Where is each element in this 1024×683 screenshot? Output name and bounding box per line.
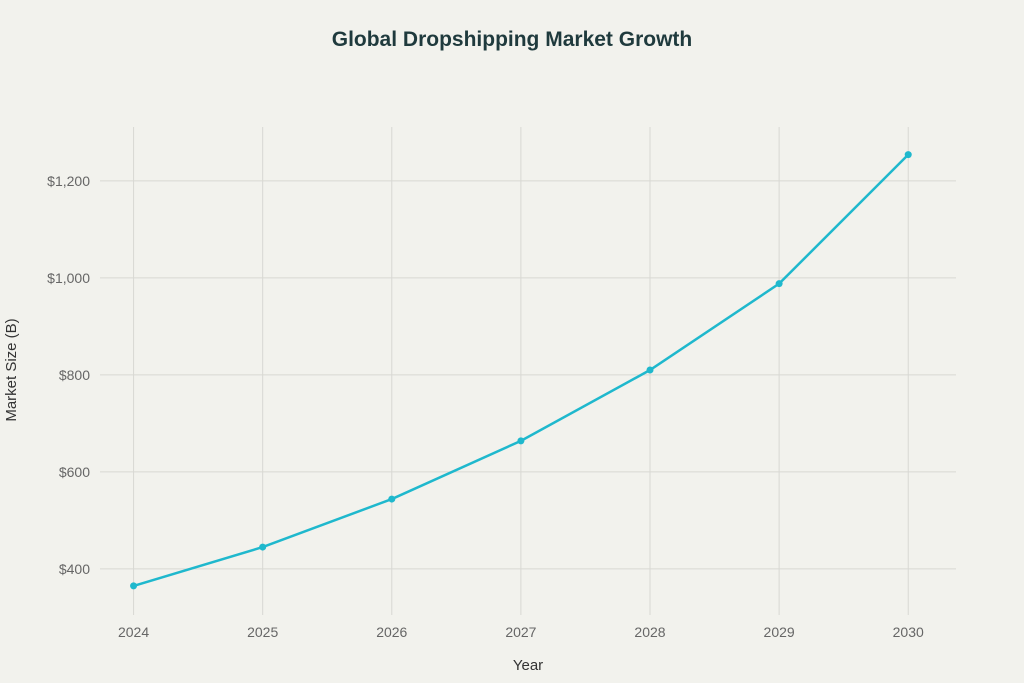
y-tick-label: $800 bbox=[59, 367, 90, 383]
data-point bbox=[259, 543, 267, 551]
data-point bbox=[130, 582, 138, 590]
grid bbox=[100, 127, 956, 615]
y-axis-label: Market Size (B) bbox=[3, 318, 20, 421]
x-axis-label: Year bbox=[513, 657, 543, 674]
y-tick-label: $600 bbox=[59, 464, 90, 480]
series bbox=[130, 151, 912, 590]
data-point bbox=[517, 437, 525, 445]
y-tick-label: $1,200 bbox=[47, 173, 90, 189]
chart-title: Global Dropshipping Market Growth bbox=[331, 28, 693, 51]
x-tick-label: 2026 bbox=[376, 624, 407, 640]
y-tick-label: $1,000 bbox=[47, 270, 90, 286]
y-tick-label: $400 bbox=[59, 561, 90, 577]
x-tick-label: 2024 bbox=[118, 624, 149, 640]
data-point bbox=[388, 495, 396, 503]
x-tick-label: 2028 bbox=[634, 624, 665, 640]
ticks: $400 $600 $800 $1,000 $1,200 2024 2025 2026 2027… bbox=[47, 173, 924, 640]
x-tick-label: 2030 bbox=[893, 624, 924, 640]
x-tick-label: 2029 bbox=[764, 624, 795, 640]
x-tick-label: 2025 bbox=[247, 624, 278, 640]
data-point bbox=[646, 366, 654, 374]
x-tick-label: 2027 bbox=[505, 624, 536, 640]
data-point bbox=[904, 151, 912, 159]
data-point bbox=[775, 280, 783, 288]
